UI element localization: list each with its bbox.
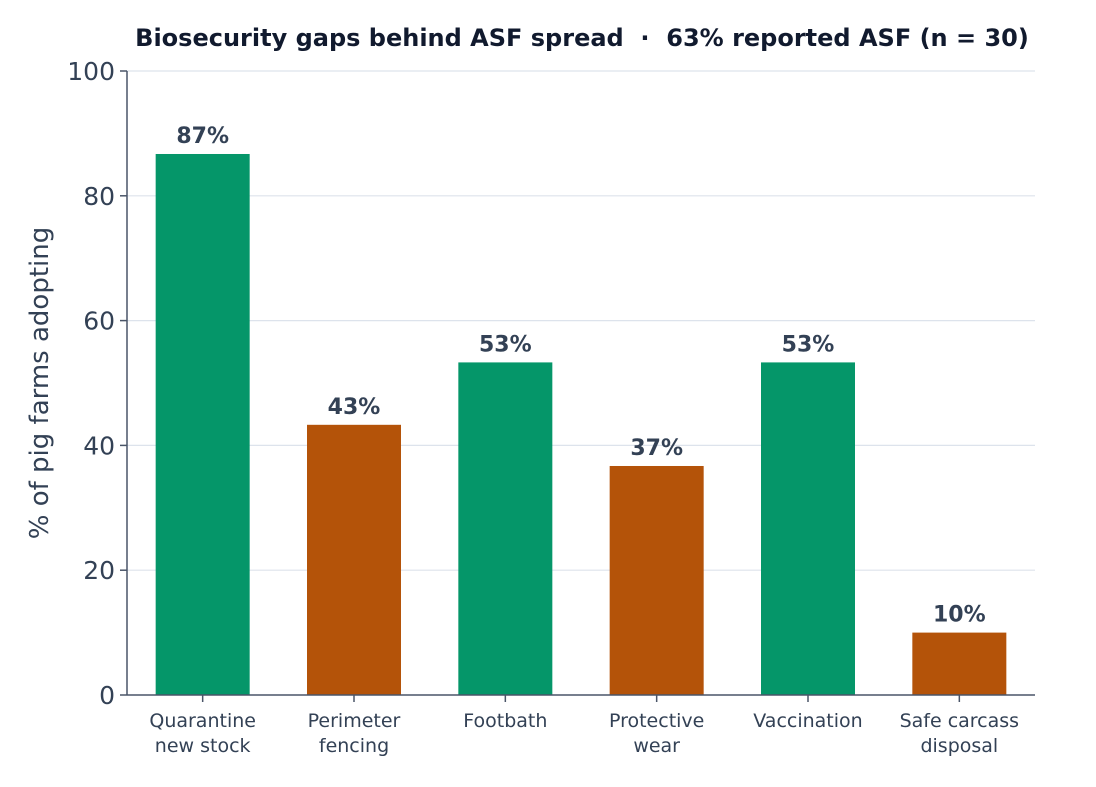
y-tick-label: 60: [83, 307, 115, 336]
data-label: 53%: [479, 332, 532, 357]
y-tick-label: 80: [83, 182, 115, 211]
gridlines: [127, 70, 1035, 571]
data-label: 53%: [782, 332, 835, 357]
x-tick-label: Protective wear: [609, 710, 704, 757]
y-tick-label: 20: [83, 556, 115, 585]
y-axis-label: % of pig farms adopting: [25, 227, 55, 540]
x-tick-label-line: fencing: [319, 735, 389, 757]
x-tick-label-line: Vaccination: [753, 710, 862, 732]
bar: [307, 424, 401, 695]
y-tick-label: 100: [67, 57, 115, 86]
x-tick-label-line: Footbath: [463, 710, 547, 732]
axes: [126, 71, 1035, 696]
x-tick-label-line: wear: [633, 735, 680, 757]
x-tick-label: Footbath: [463, 710, 547, 732]
x-tick-label: Quarantine new stock: [149, 710, 256, 757]
x-tick-label-line: Perimeter: [308, 710, 401, 732]
x-tick-label-line: disposal: [920, 735, 998, 757]
data-label: 37%: [630, 436, 683, 461]
y-tick-label: 40: [83, 431, 115, 460]
bar: [155, 153, 250, 695]
x-tick-label-line: Protective: [609, 710, 704, 732]
x-ticks: Quarantine new stock Perimeter fencing Footb…: [149, 695, 1019, 757]
bar: [609, 465, 704, 695]
x-tick-label-line: Quarantine: [149, 710, 256, 732]
bar: [912, 632, 1007, 695]
x-tick-label-line: new stock: [155, 735, 251, 757]
data-label: 10%: [933, 603, 986, 628]
y-ticks: 0 20 40 60 80 100: [67, 57, 127, 710]
data-labels: 87% 43% 53% 37% 53% 10%: [176, 124, 985, 628]
x-tick-label-line: Safe carcass: [900, 710, 1020, 732]
x-tick-label: Safe carcass disposal: [900, 710, 1020, 757]
data-label: 87%: [176, 124, 229, 149]
bars: [155, 153, 1007, 695]
x-tick-label: Vaccination: [753, 710, 862, 732]
y-tick-label: 0: [99, 681, 115, 710]
x-tick-label: Perimeter fencing: [308, 710, 401, 757]
chart-title: Biosecurity gaps behind ASF spread · 63%…: [135, 24, 1029, 52]
bar: [761, 362, 855, 695]
data-label: 43%: [328, 395, 381, 420]
bar: [458, 362, 553, 695]
